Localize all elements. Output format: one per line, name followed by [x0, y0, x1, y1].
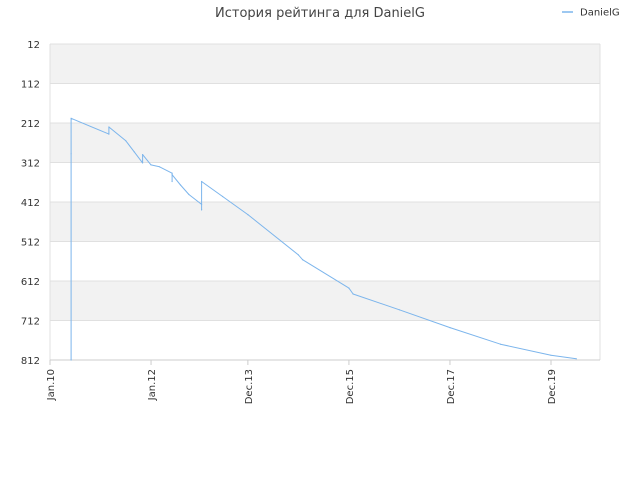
y-tick-label: 112: [21, 80, 40, 91]
x-tick-label: Jan.12: [147, 369, 158, 401]
data-point[interactable]: [171, 180, 173, 183]
x-tick-label: Dec.19: [547, 369, 558, 404]
data-point[interactable]: [158, 166, 161, 168]
x-tick-label: Dec.17: [446, 369, 457, 404]
data-point[interactable]: [108, 126, 110, 128]
data-point[interactable]: [201, 209, 203, 211]
y-tick-label: 12: [27, 40, 40, 51]
data-point[interactable]: [499, 343, 502, 345]
data-point[interactable]: [222, 195, 224, 198]
grid-band: [50, 44, 600, 84]
data-point[interactable]: [70, 153, 72, 155]
data-point[interactable]: [297, 254, 299, 256]
data-point[interactable]: [449, 327, 451, 329]
grid-band: [50, 202, 600, 242]
x-tick-label: Dec.13: [244, 369, 255, 404]
grid-band: [50, 281, 600, 321]
data-point[interactable]: [171, 174, 173, 176]
x-axis: Jan.10 Jan.12 Dec.13 Dec.15 Dec.17 Dec.19: [46, 360, 558, 404]
data-point[interactable]: [142, 154, 144, 156]
y-tick-label: 212: [21, 119, 40, 130]
data-point[interactable]: [171, 172, 173, 174]
y-tick-label: 612: [21, 277, 40, 288]
y-tick-label: 312: [21, 159, 40, 170]
data-point[interactable]: [201, 180, 203, 183]
data-point[interactable]: [575, 358, 577, 360]
data-point[interactable]: [398, 309, 400, 311]
data-point[interactable]: [201, 203, 203, 205]
series-group: [70, 117, 577, 361]
data-point[interactable]: [150, 164, 152, 166]
x-tick-label: Dec.15: [345, 369, 356, 404]
data-point[interactable]: [133, 151, 135, 153]
y-tick-label: 512: [21, 238, 40, 249]
data-point[interactable]: [550, 354, 552, 356]
data-point[interactable]: [188, 193, 190, 196]
data-point[interactable]: [348, 287, 350, 289]
plot-background: [49, 43, 601, 361]
data-point[interactable]: [108, 133, 110, 135]
data-point[interactable]: [125, 140, 127, 142]
y-axis: 12 112 212 312 412 512 612 712 812: [21, 40, 40, 367]
data-point[interactable]: [247, 214, 249, 216]
y-tick-label: 812: [21, 356, 40, 367]
data-point[interactable]: [142, 162, 144, 164]
series-line-DanielG[interactable]: [70, 117, 577, 360]
data-point[interactable]: [70, 117, 72, 119]
data-point[interactable]: [70, 359, 72, 361]
data-point[interactable]: [179, 184, 182, 186]
legend-label: DanielG: [580, 8, 620, 19]
data-point[interactable]: [352, 293, 354, 295]
chart-title: История рейтинга для DanielG: [215, 6, 425, 21]
y-tick-label: 712: [21, 317, 40, 328]
grid-band: [50, 123, 600, 163]
y-tick-label: 412: [21, 198, 40, 209]
data-point[interactable]: [302, 259, 304, 261]
legend[interactable]: DanielG: [562, 8, 620, 19]
x-tick-label: Jan.10: [46, 369, 57, 401]
